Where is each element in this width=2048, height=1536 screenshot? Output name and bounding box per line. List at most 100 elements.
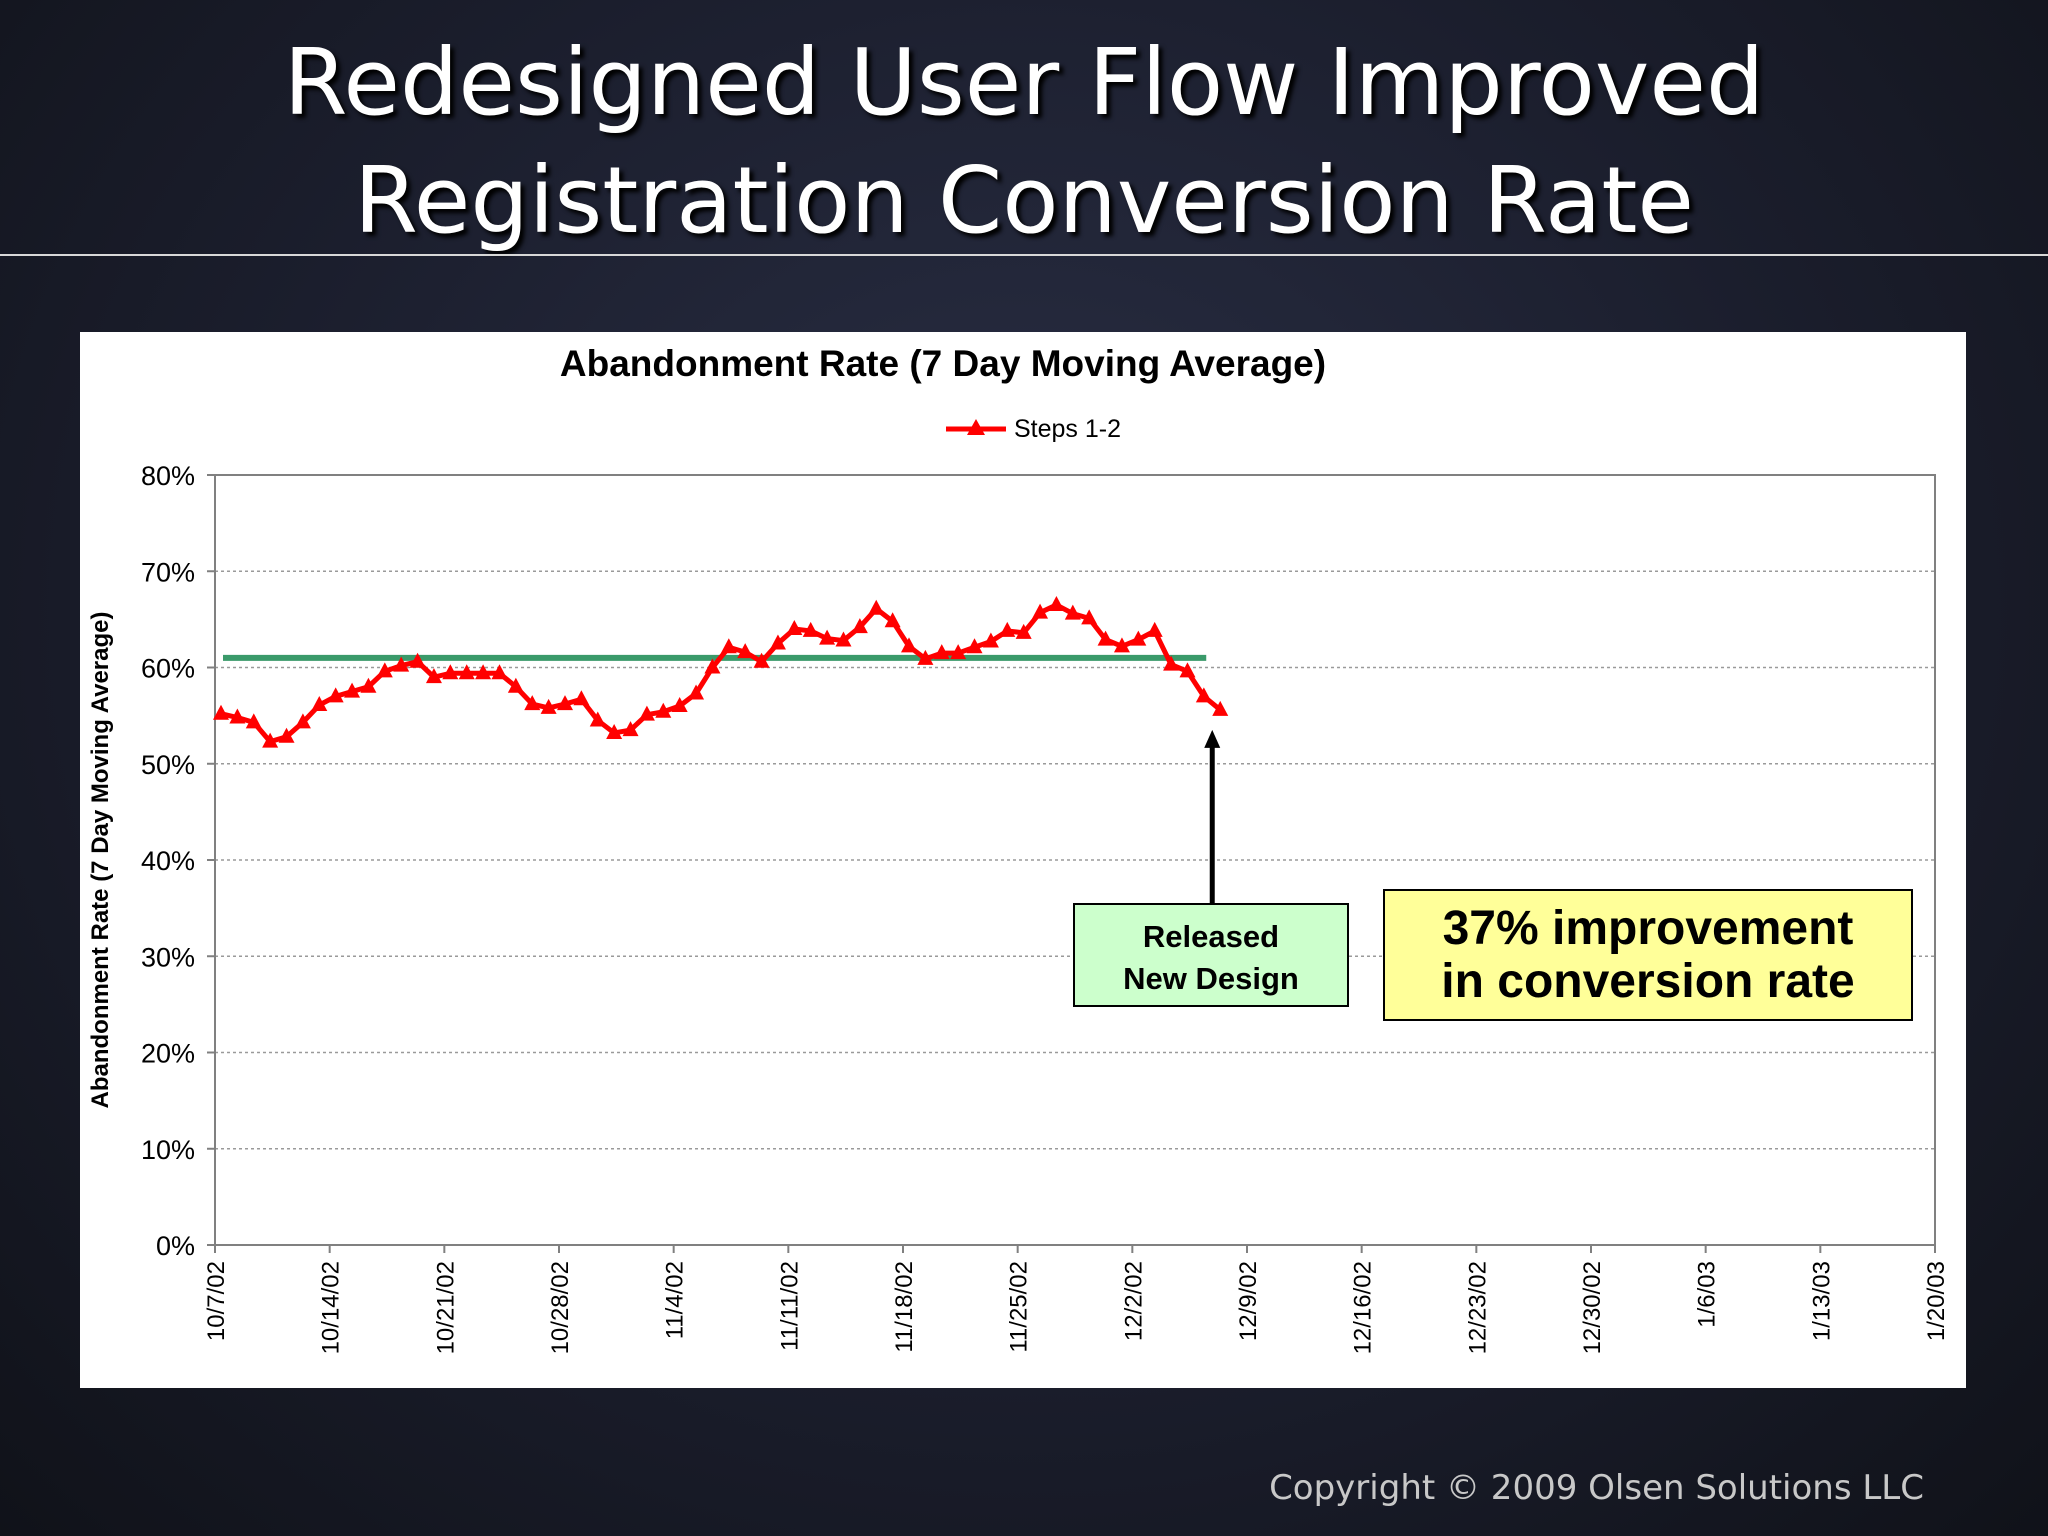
data-point	[491, 664, 508, 680]
y-tick-label: 20%	[141, 1039, 195, 1069]
data-point	[622, 721, 639, 737]
x-tick-label: 11/11/02	[776, 1261, 803, 1351]
legend-marker-steps-1-2	[967, 419, 985, 435]
chart-title: Abandonment Rate (7 Day Moving Average)	[560, 343, 1326, 384]
y-tick-label: 0%	[156, 1231, 195, 1261]
data-point	[688, 684, 705, 700]
data-point	[1064, 604, 1081, 620]
data-point	[1081, 609, 1098, 625]
data-point	[901, 637, 917, 653]
copyright-notice: Copyright © 2009 Olsen Solutions LLC	[1269, 1468, 1924, 1508]
data-point	[327, 687, 344, 703]
data-point	[704, 658, 721, 674]
data-point	[753, 652, 770, 668]
data-point	[638, 705, 655, 721]
slide-title-line-1: Redesigned User Flow Improved	[283, 29, 1765, 136]
y-tick-label: 30%	[141, 942, 195, 972]
x-tick-label: 12/23/02	[1464, 1261, 1491, 1354]
data-point	[1130, 630, 1147, 646]
x-tick-label: 10/21/02	[432, 1261, 459, 1354]
y-axis-label: Abandonment Rate (7 Day Moving Average)	[87, 612, 114, 1109]
data-point	[982, 632, 999, 648]
data-point	[344, 682, 361, 698]
y-tick-label: 50%	[141, 750, 195, 780]
x-tick-label: 12/2/02	[1120, 1261, 1147, 1341]
data-point	[589, 711, 606, 727]
improvement-callout-box	[1383, 889, 1913, 1021]
data-point	[1032, 603, 1049, 619]
title-divider	[0, 254, 2048, 256]
data-point	[720, 638, 737, 654]
data-point	[1015, 623, 1032, 639]
data-point	[655, 702, 672, 718]
x-tick-label: 11/4/02	[662, 1261, 689, 1339]
data-point	[999, 621, 1016, 637]
data-point	[884, 612, 901, 628]
data-point	[458, 664, 475, 680]
x-tick-label: 10/14/02	[318, 1261, 345, 1354]
data-point	[294, 713, 311, 729]
data-point	[1212, 700, 1229, 716]
x-tick-label: 12/16/02	[1350, 1261, 1377, 1354]
x-axis-tick-labels: 10/7/02 10/14/02 10/21/02 10/28/02 11/4/02 11…	[203, 1261, 1950, 1354]
gridlines	[207, 474, 1936, 1253]
data-point	[819, 629, 836, 645]
data-point	[1113, 637, 1130, 653]
improvement-callout-line-1: 37% improvement	[1443, 902, 1854, 955]
data-point	[245, 713, 262, 729]
series-markers-steps-1-2	[213, 595, 1229, 748]
data-point	[442, 664, 459, 680]
y-axis-tick-labels: 0% 10% 20% 30% 40% 50% 60% 70% 80%	[141, 461, 195, 1261]
slide-title: Redesigned User Flow Improved Registrati…	[0, 24, 2048, 260]
x-tick-label: 1/20/03	[1923, 1261, 1950, 1341]
data-point	[1195, 687, 1212, 703]
x-tick-label: 12/30/02	[1579, 1261, 1606, 1354]
data-point	[1146, 621, 1163, 637]
data-point	[540, 698, 557, 714]
improvement-callout-line-2: in conversion rate	[1441, 955, 1854, 1008]
data-point	[737, 643, 754, 659]
data-point	[868, 599, 885, 615]
data-point	[262, 732, 279, 748]
data-point	[802, 621, 819, 637]
abandonment-rate-chart: Abandonment Rate (7 Day Moving Average) …	[87, 343, 1950, 1354]
y-tick-label: 40%	[141, 846, 195, 876]
plot-area	[214, 474, 1936, 1246]
x-tick-label: 10/7/02	[203, 1261, 230, 1341]
release-callout-line-2: New Design	[1123, 961, 1299, 996]
y-tick-label: 70%	[141, 557, 195, 587]
data-point	[475, 664, 492, 680]
release-arrow-head	[1204, 729, 1221, 748]
data-point	[573, 690, 590, 706]
release-callout-line-1: Released	[1143, 919, 1279, 954]
data-point	[1097, 630, 1114, 646]
data-point	[917, 649, 934, 665]
x-tick-label: 1/13/03	[1808, 1261, 1835, 1341]
release-callout: Released New Design	[1073, 903, 1349, 1007]
chart-panel: Abandonment Rate (7 Day Moving Average) …	[80, 332, 1966, 1388]
data-point	[213, 704, 229, 720]
data-point	[606, 723, 623, 739]
data-point	[507, 677, 524, 693]
x-tick-label: 11/18/02	[891, 1261, 918, 1353]
data-point	[409, 652, 426, 668]
data-point	[769, 634, 786, 650]
x-tick-label: 1/6/03	[1694, 1261, 1721, 1328]
data-point	[835, 631, 852, 647]
series-line-steps-1-2	[220, 602, 1222, 745]
data-point	[1163, 655, 1180, 671]
data-point	[671, 697, 688, 712]
data-point	[851, 618, 868, 634]
y-tick-label: 10%	[141, 1135, 195, 1165]
y-tick-label: 60%	[141, 654, 195, 684]
data-point	[229, 708, 246, 724]
data-point	[1048, 595, 1065, 611]
x-tick-label: 10/28/02	[547, 1261, 574, 1354]
release-arrow	[1204, 729, 1221, 904]
data-point	[376, 662, 393, 678]
data-point	[278, 727, 295, 743]
data-point	[557, 695, 573, 711]
data-point	[933, 644, 950, 660]
release-callout-box	[1073, 903, 1349, 1007]
data-point	[1179, 662, 1196, 678]
